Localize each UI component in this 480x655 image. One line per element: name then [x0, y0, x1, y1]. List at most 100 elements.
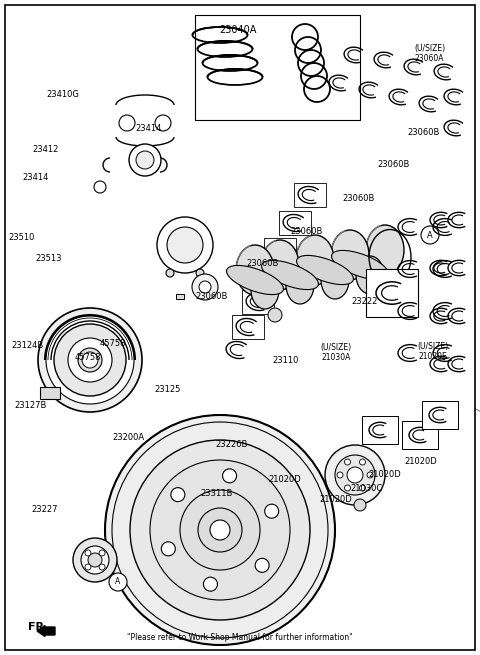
Ellipse shape — [321, 261, 349, 299]
Text: 23060B: 23060B — [407, 128, 440, 137]
Bar — [362, 416, 398, 444]
Text: A: A — [427, 231, 433, 240]
Bar — [252, 265, 284, 289]
Text: 23311B: 23311B — [201, 489, 233, 498]
Text: (U/SIZE)
23060A: (U/SIZE) 23060A — [414, 44, 445, 64]
Circle shape — [360, 459, 365, 465]
Circle shape — [88, 553, 102, 567]
Circle shape — [157, 217, 213, 273]
Ellipse shape — [261, 240, 299, 290]
Circle shape — [360, 485, 365, 491]
Bar — [176, 294, 184, 299]
Ellipse shape — [251, 271, 279, 309]
Text: 23227: 23227 — [31, 505, 58, 514]
Circle shape — [180, 490, 260, 570]
Circle shape — [99, 564, 105, 570]
Text: 23060B: 23060B — [377, 160, 410, 169]
Text: 21020D: 21020D — [369, 470, 401, 479]
Text: 23060B: 23060B — [247, 259, 279, 268]
Circle shape — [85, 550, 91, 556]
Circle shape — [367, 472, 373, 478]
Circle shape — [345, 459, 350, 465]
Text: 23060B: 23060B — [290, 227, 323, 236]
Text: 23414: 23414 — [136, 124, 162, 133]
Bar — [40, 387, 60, 399]
Ellipse shape — [332, 250, 388, 280]
Circle shape — [354, 499, 366, 511]
Circle shape — [196, 269, 204, 277]
Text: 23222: 23222 — [352, 297, 378, 306]
Bar — [242, 290, 274, 314]
Circle shape — [198, 508, 242, 552]
Text: 21020D: 21020D — [404, 457, 437, 466]
Text: "Please refer to Work Shop Manual for further information": "Please refer to Work Shop Manual for fu… — [127, 633, 353, 641]
Text: 23040A: 23040A — [219, 25, 256, 35]
Text: A: A — [115, 578, 120, 586]
Text: 23060B: 23060B — [343, 194, 375, 203]
Circle shape — [345, 485, 350, 491]
Ellipse shape — [296, 235, 334, 285]
Circle shape — [150, 460, 290, 600]
Circle shape — [223, 469, 237, 483]
Text: 23410G: 23410G — [46, 90, 79, 99]
Polygon shape — [430, 200, 462, 395]
Text: 21030C: 21030C — [350, 484, 383, 493]
Circle shape — [109, 573, 127, 591]
Circle shape — [268, 308, 282, 322]
Ellipse shape — [356, 256, 384, 294]
Circle shape — [73, 538, 117, 582]
Ellipse shape — [236, 245, 274, 295]
Polygon shape — [395, 205, 462, 395]
Circle shape — [337, 472, 343, 478]
Circle shape — [112, 422, 328, 638]
Circle shape — [347, 467, 363, 483]
Circle shape — [161, 542, 175, 556]
Circle shape — [94, 181, 106, 193]
Circle shape — [210, 520, 230, 540]
FancyArrow shape — [37, 626, 55, 637]
Circle shape — [129, 144, 161, 176]
Text: 45758: 45758 — [74, 353, 101, 362]
Circle shape — [46, 316, 134, 404]
Text: 21020D: 21020D — [269, 475, 301, 484]
Ellipse shape — [286, 266, 314, 304]
Ellipse shape — [262, 261, 318, 290]
Circle shape — [81, 546, 109, 574]
Circle shape — [54, 324, 126, 396]
Bar — [232, 315, 264, 339]
Ellipse shape — [331, 230, 369, 280]
Circle shape — [99, 550, 105, 556]
Ellipse shape — [366, 225, 404, 275]
Text: 23412: 23412 — [33, 145, 59, 155]
Polygon shape — [137, 175, 193, 237]
Circle shape — [82, 352, 98, 368]
Circle shape — [167, 227, 203, 263]
Text: (U/SIZE)
21030A: (U/SIZE) 21030A — [321, 343, 351, 362]
Text: 21020D: 21020D — [320, 495, 352, 504]
Ellipse shape — [297, 255, 353, 284]
Bar — [294, 183, 326, 207]
Text: 23200A: 23200A — [113, 433, 144, 442]
Circle shape — [130, 440, 310, 620]
Bar — [366, 269, 418, 317]
Text: (U/SIZE)
21020E: (U/SIZE) 21020E — [418, 342, 448, 362]
Bar — [195, 15, 360, 120]
Circle shape — [192, 274, 218, 300]
Bar — [279, 211, 311, 235]
Circle shape — [421, 226, 439, 244]
Bar — [422, 401, 458, 429]
Circle shape — [204, 577, 217, 591]
Text: 23510: 23510 — [9, 233, 35, 242]
Text: 23124B: 23124B — [12, 341, 44, 350]
Circle shape — [325, 445, 385, 505]
Circle shape — [255, 558, 269, 572]
Text: FR.: FR. — [28, 622, 48, 632]
Text: 23127B: 23127B — [14, 401, 47, 410]
Text: 23513: 23513 — [36, 253, 62, 263]
Circle shape — [264, 504, 279, 518]
Circle shape — [85, 564, 91, 570]
Bar — [264, 238, 296, 262]
Circle shape — [171, 487, 185, 502]
Text: 23060B: 23060B — [195, 292, 228, 301]
Bar — [402, 421, 438, 449]
